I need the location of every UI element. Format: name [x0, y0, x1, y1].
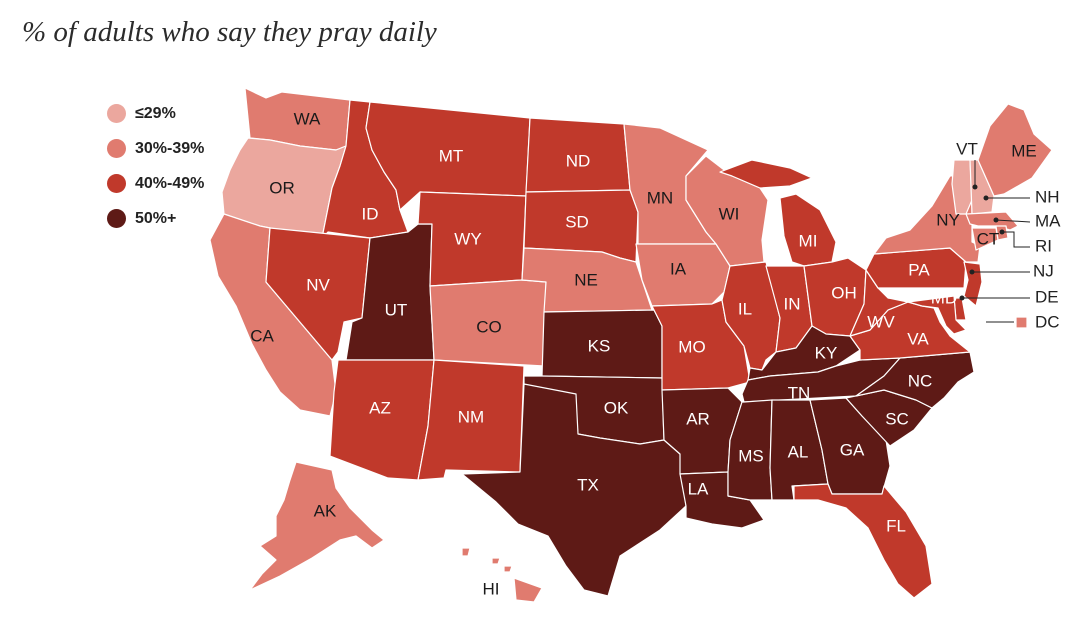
- state-label-pa: PA: [908, 260, 930, 279]
- legend-swatch-b2: [107, 139, 126, 158]
- state-label-hi: HI: [483, 579, 500, 598]
- state-label-al: AL: [788, 442, 809, 461]
- state-label-la: LA: [688, 479, 709, 498]
- state-tx: [461, 383, 687, 597]
- leader-lines: [959, 160, 1031, 323]
- state-label-me: ME: [1011, 141, 1037, 160]
- state-label-wa: WA: [294, 109, 321, 128]
- state-label-ar: AR: [686, 409, 710, 428]
- legend-item-b2: 30%-39%: [107, 131, 204, 166]
- state-label-de: DE: [1035, 287, 1059, 306]
- state-ne: [521, 247, 653, 313]
- state-nc: [855, 351, 975, 409]
- state-label-ri: RI: [1035, 236, 1052, 255]
- leader-dot-ri: [999, 229, 1005, 235]
- state-label-va: VA: [907, 329, 929, 348]
- state-label-mt: MT: [439, 146, 464, 165]
- state-label-mi: MI: [799, 231, 818, 250]
- state-nm: [417, 359, 525, 481]
- state-label-oh: OH: [831, 283, 857, 302]
- state-me: [977, 103, 1053, 197]
- state-label-nh: NH: [1035, 187, 1060, 206]
- leader-line-ri: [1002, 231, 1030, 248]
- legend-label-b2: 30%-39%: [135, 139, 205, 157]
- leader-dot-nj: [969, 269, 975, 275]
- state-az: [329, 359, 435, 481]
- state-fl: [793, 483, 933, 599]
- state-label-wv: WV: [867, 312, 895, 331]
- state-label-ks: KS: [588, 336, 611, 355]
- state-md: [907, 295, 967, 335]
- state-label-dc: DC: [1035, 312, 1060, 331]
- legend-swatch-b1: [107, 104, 126, 123]
- state-label-nc: NC: [908, 371, 933, 390]
- legend-item-b1: ≤29%: [107, 96, 204, 131]
- state-label-ky: KY: [815, 343, 838, 362]
- legend-item-b3: 40%-49%: [107, 166, 204, 201]
- legend-item-b4: 50%+: [107, 201, 204, 236]
- state-label-ut: UT: [385, 300, 408, 319]
- leader-line-ma: [995, 219, 1031, 223]
- state-label-ia: IA: [670, 259, 687, 278]
- state-ak: [249, 461, 385, 591]
- state-label-az: AZ: [369, 398, 391, 417]
- state-label-ok: OK: [604, 398, 629, 417]
- state-label-mo: MO: [678, 337, 705, 356]
- state-label-md: MD: [931, 288, 957, 307]
- state-label-wy: WY: [454, 229, 481, 248]
- leader-dot-vt: [972, 184, 978, 190]
- state-label-ga: GA: [840, 440, 865, 459]
- state-label-il: IL: [738, 299, 752, 318]
- state-label-vt: VT: [956, 139, 978, 158]
- state-label-tx: TX: [577, 475, 599, 494]
- state-label-nv: NV: [306, 275, 330, 294]
- legend: ≤29% 30%-39% 40%-49% 50%+: [107, 96, 204, 236]
- state-label-ms: MS: [738, 446, 764, 465]
- state-label-ny: NY: [936, 210, 960, 229]
- state-label-mn: MN: [647, 188, 673, 207]
- state-wv: [849, 269, 909, 337]
- state-label-nm: NM: [458, 407, 484, 426]
- state-label-tn: TN: [788, 383, 811, 402]
- state-label-in: IN: [784, 294, 801, 313]
- leader-dot-de: [959, 295, 965, 301]
- state-label-id: ID: [362, 204, 379, 223]
- state-hi: [461, 547, 543, 603]
- legend-swatch-b4: [107, 209, 126, 228]
- state-label-or: OR: [269, 178, 295, 197]
- state-nh: [969, 159, 995, 215]
- state-label-wi: WI: [719, 204, 740, 223]
- state-vt: [951, 159, 973, 215]
- legend-label-b1: ≤29%: [135, 104, 176, 122]
- leader-dot-nh: [983, 195, 989, 201]
- state-label-co: CO: [476, 317, 502, 336]
- state-label-sd: SD: [565, 212, 589, 231]
- leader-dot-ma: [993, 217, 999, 223]
- state-label-ct: CT: [977, 229, 1000, 248]
- state-label-ca: CA: [250, 326, 274, 345]
- state-shapes: [209, 87, 1053, 603]
- state-ct: [971, 227, 999, 251]
- state-label-nj: NJ: [1033, 261, 1054, 280]
- state-label-ma: MA: [1035, 211, 1061, 230]
- state-label-fl: FL: [886, 516, 906, 535]
- legend-label-b3: 40%-49%: [135, 174, 205, 192]
- state-label-ne: NE: [574, 270, 598, 289]
- state-label-nd: ND: [566, 151, 591, 170]
- state-label-sc: SC: [885, 409, 909, 428]
- legend-label-b4: 50%+: [135, 209, 177, 227]
- state-dc: [1015, 316, 1028, 329]
- state-nj: [963, 261, 983, 307]
- state-label-ak: AK: [314, 501, 337, 520]
- map-title: % of adults who say they pray daily: [22, 16, 437, 48]
- state-labels: WA OR CA ID NV UT AZ MT WY CO NM ND SD NE KS OK TX MN IA MO…: [250, 109, 1061, 598]
- legend-swatch-b3: [107, 174, 126, 193]
